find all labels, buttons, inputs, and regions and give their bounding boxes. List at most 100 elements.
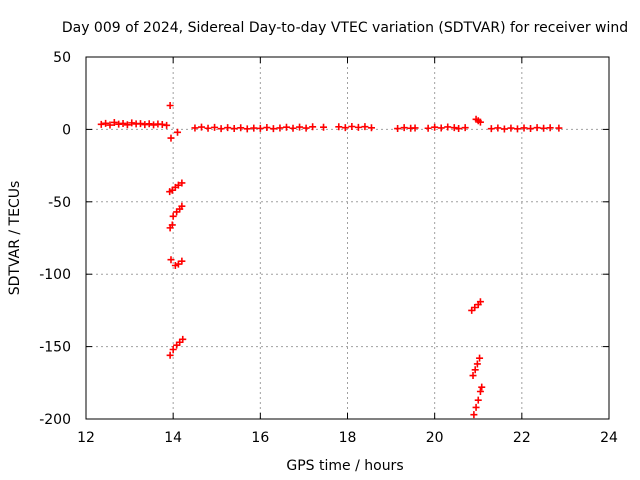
data-point: [476, 387, 484, 395]
data-point: [527, 125, 535, 133]
data-point: [179, 335, 187, 343]
x-tick-label: 12: [77, 430, 95, 446]
data-point: [400, 124, 408, 132]
data-point: [178, 257, 186, 265]
y-tick-label: 0: [62, 122, 71, 138]
data-point: [296, 123, 304, 131]
data-point: [546, 124, 554, 132]
data-point: [97, 120, 105, 128]
x-axis-label: GPS time / hours: [286, 458, 403, 474]
data-point: [444, 123, 452, 131]
data-point: [472, 403, 480, 411]
data-point: [476, 354, 484, 362]
x-tick-labels: 12 14 16 18 20 22 24: [77, 430, 618, 446]
data-point: [476, 298, 484, 306]
data-point: [354, 123, 362, 131]
grid-lines: [86, 57, 609, 419]
data-point: [367, 124, 375, 132]
y-axis-label: SDTVAR / TECUs: [7, 181, 23, 296]
data-point: [166, 351, 174, 359]
data-point: [250, 124, 258, 132]
data-point: [348, 123, 356, 131]
data-point: [211, 123, 219, 131]
data-point: [158, 120, 166, 128]
data-point: [394, 125, 402, 133]
data-point: [167, 256, 175, 264]
data-point: [217, 125, 225, 133]
data-point: [500, 125, 508, 133]
data-point: [473, 360, 481, 368]
data-point: [487, 125, 495, 133]
axis-ticks: [85, 56, 610, 420]
data-points: [97, 102, 563, 419]
data-point: [431, 123, 439, 131]
data-point: [174, 128, 182, 136]
data-point: [411, 124, 419, 132]
data-point: [461, 124, 469, 132]
data-point: [150, 121, 158, 129]
data-point: [136, 120, 144, 128]
x-tick-label: 18: [339, 430, 357, 446]
data-point: [243, 125, 251, 133]
data-point: [166, 102, 174, 110]
data-point: [167, 134, 175, 142]
data-point: [256, 124, 264, 132]
data-point: [520, 124, 528, 132]
data-point: [106, 121, 114, 129]
data-point: [169, 345, 177, 353]
data-point: [540, 124, 548, 132]
data-point: [474, 396, 482, 404]
data-point: [276, 124, 284, 132]
data-point: [341, 124, 349, 132]
y-tick-label: -200: [39, 412, 71, 428]
data-point: [469, 372, 477, 380]
y-tick-label: 50: [53, 50, 71, 66]
x-tick-label: 16: [251, 430, 269, 446]
data-point: [178, 179, 186, 187]
data-point: [455, 125, 463, 133]
data-point: [424, 124, 432, 132]
data-point: [478, 383, 486, 391]
data-point: [335, 123, 343, 131]
data-point: [191, 124, 199, 132]
data-point: [289, 124, 297, 132]
data-point: [470, 411, 478, 419]
data-point: [145, 120, 153, 128]
data-point: [450, 124, 458, 132]
data-point: [471, 366, 479, 374]
data-point: [128, 119, 136, 127]
data-point: [197, 123, 205, 131]
data-point: [168, 221, 176, 229]
data-point: [494, 124, 502, 132]
data-point: [269, 125, 277, 133]
x-tick-label: 14: [164, 430, 182, 446]
data-point: [237, 124, 245, 132]
data-point: [102, 119, 110, 127]
data-point: [230, 125, 238, 133]
data-point: [141, 121, 149, 129]
data-point: [476, 118, 484, 126]
x-tick-label: 22: [513, 430, 531, 446]
data-point: [204, 124, 212, 132]
data-point: [163, 121, 171, 129]
data-point: [533, 124, 541, 132]
data-point: [282, 123, 290, 131]
data-point: [513, 125, 521, 133]
y-tick-label: -150: [39, 340, 71, 356]
data-point: [263, 124, 271, 132]
chart-title: Day 009 of 2024, Sidereal Day-to-day VTE…: [62, 20, 628, 36]
y-tick-label: -100: [39, 267, 71, 283]
data-point: [555, 124, 563, 132]
data-point: [309, 123, 317, 131]
data-point: [123, 121, 131, 129]
data-point: [178, 202, 186, 210]
data-point: [169, 212, 177, 220]
data-point: [320, 123, 328, 131]
y-tick-label: -50: [48, 195, 71, 211]
data-point: [110, 118, 118, 126]
data-point: [361, 123, 369, 131]
data-point: [119, 119, 127, 127]
data-point: [437, 124, 445, 132]
y-tick-labels: 50 0 -50 -100 -150 -200: [39, 50, 71, 428]
